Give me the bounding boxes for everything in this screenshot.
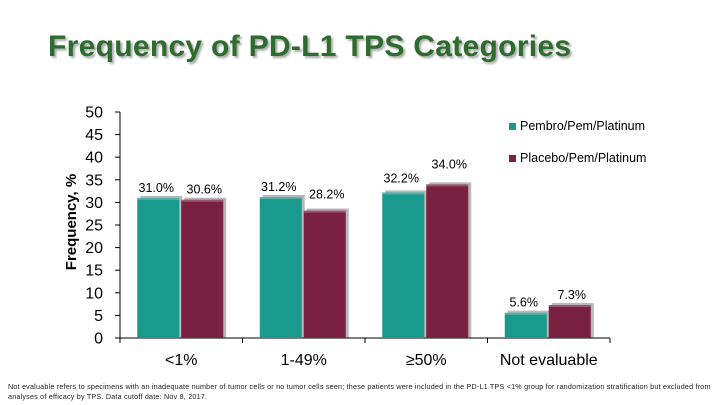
bar-highlight [382, 192, 425, 195]
x-tick-label: ≥50% [406, 352, 447, 369]
data-label: 31.2% [261, 180, 296, 194]
y-tick-label: 15 [85, 263, 103, 280]
legend-label: Pembro/Pem/Platinum [520, 119, 645, 133]
bar-highlight [259, 196, 302, 199]
y-axis-label: Frequency, % [63, 174, 80, 270]
y-tick-label: 25 [85, 218, 103, 235]
x-tick-label: <1% [165, 352, 197, 369]
bar-pembro [382, 192, 425, 338]
chart-axes: 0 5 10 15 20 25 30 35 40 45 50 <1% 1-49% ≥50% Not eval… [85, 105, 611, 369]
bar-pembro [137, 197, 180, 338]
bar-highlight [303, 210, 346, 213]
bar-highlight [504, 312, 547, 315]
bar-placebo [303, 210, 346, 338]
y-tick-label: 5 [94, 308, 103, 325]
footnote: Not evaluable refers to specimens with a… [8, 382, 711, 401]
bar-pembro [504, 312, 547, 338]
bar-placebo [426, 184, 469, 338]
x-tick-label: Not evaluable [500, 352, 598, 369]
bar-highlight [181, 199, 224, 202]
legend-label: Placebo/Pem/Platinum [520, 151, 646, 165]
y-tick-label: 40 [85, 150, 103, 167]
chart-bars [137, 182, 594, 338]
data-label: 31.0% [139, 181, 174, 195]
x-tick-label: 1-49% [281, 352, 327, 369]
legend-swatch [509, 155, 516, 162]
data-label: 28.2% [309, 188, 344, 202]
bar-pembro [259, 196, 302, 338]
y-tick-label: 0 [94, 331, 103, 348]
y-tick-label: 45 [85, 127, 103, 144]
legend-swatch [509, 123, 516, 130]
y-tick-label: 10 [85, 285, 103, 302]
page-title: Frequency of PD-L1 TPS Categories [48, 30, 572, 63]
bar-highlight [548, 305, 591, 308]
bar-highlight [426, 184, 469, 187]
bar-highlight [137, 197, 180, 200]
data-label: 34.0% [432, 157, 467, 171]
data-label: 32.2% [384, 171, 419, 185]
bar-placebo [181, 199, 224, 338]
chart-legend: Pembro/Pem/Platinum Placebo/Pem/Platinum [509, 119, 646, 165]
data-label: 5.6% [510, 296, 539, 310]
data-label: 30.6% [187, 183, 222, 197]
y-tick-label: 50 [85, 105, 103, 122]
data-label: 7.3% [558, 288, 587, 302]
y-tick-label: 20 [85, 240, 103, 257]
y-tick-label: 30 [85, 195, 103, 212]
chart-data-labels: 31.0% 30.6% 31.2% 28.2% 32.2% 34.0% 5.6% 7.3% [139, 157, 586, 309]
y-tick-label: 35 [85, 172, 103, 189]
bar-placebo [548, 305, 591, 338]
